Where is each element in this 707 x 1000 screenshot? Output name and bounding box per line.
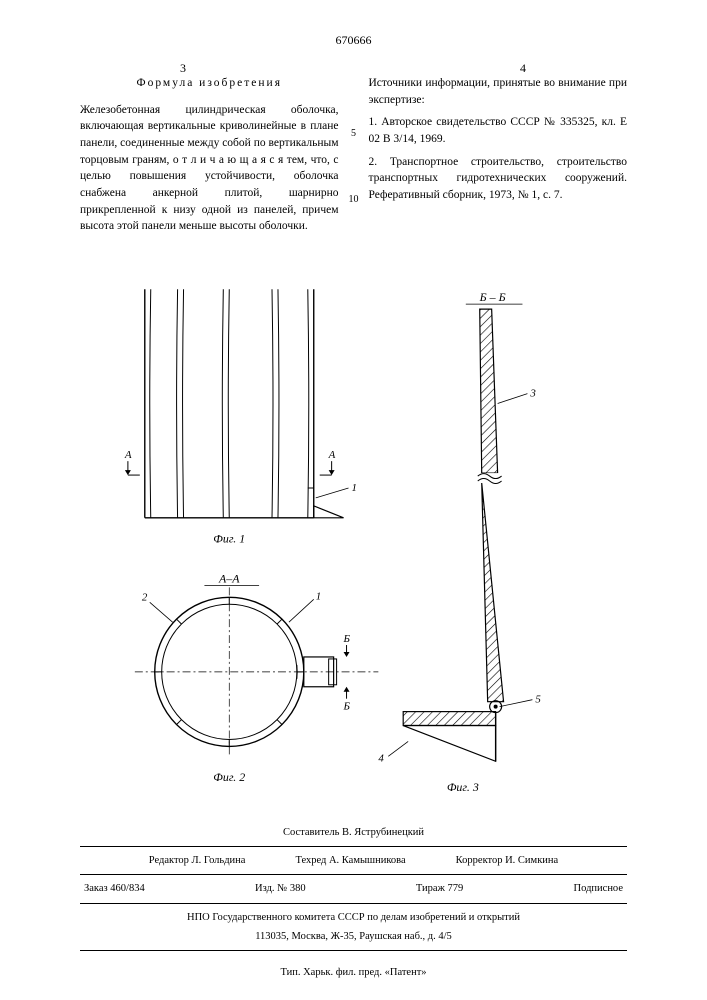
tirage: Тираж 779 [416, 881, 463, 896]
reference-1: 1. Авторское свидетельство СССР № 335325… [369, 114, 628, 147]
editor: Редактор Л. Гольдина [149, 853, 246, 868]
svg-text:4: 4 [378, 752, 384, 764]
svg-text:Фиг. 2: Фиг. 2 [213, 770, 245, 784]
compiler: Составитель В. Яструбинецкий [80, 823, 627, 842]
order-number: Заказ 460/834 [84, 881, 145, 896]
corrector: Корректор И. Симкина [456, 853, 559, 868]
left-column: Формула изобретения Железобетонная цилин… [80, 75, 339, 241]
svg-text:1: 1 [316, 590, 321, 602]
sources-heading: Источники информации, принятые во вниман… [369, 75, 628, 108]
svg-text:Б: Б [343, 633, 351, 645]
fig3: Б – Б [378, 290, 541, 794]
footer: Составитель В. Яструбинецкий Редактор Л.… [80, 823, 627, 955]
svg-text:Фиг. 3: Фиг. 3 [447, 780, 479, 794]
svg-text:Фиг. 1: Фиг. 1 [213, 532, 245, 546]
svg-text:Б: Б [343, 701, 351, 713]
printer-line: Тип. Харьк. фил. пред. «Патент» [0, 965, 707, 980]
svg-text:А–А: А–А [218, 571, 240, 585]
tech-editor: Техред А. Камышникова [295, 853, 405, 868]
fig1: А А 1 Фиг. 1 [124, 289, 357, 545]
reference-2: 2. Транспортное строительство, строитель… [369, 154, 628, 204]
svg-text:А: А [328, 449, 336, 461]
org-line2: 113035, Москва, Ж-35, Раушская наб., д. … [80, 927, 627, 946]
svg-text:1: 1 [352, 482, 357, 494]
formula-heading: Формула изобретения [80, 75, 339, 92]
line-marker-5: 5 [351, 127, 356, 142]
line-marker-10: 10 [349, 193, 359, 208]
body-text: Формула изобретения Железобетонная цилин… [80, 75, 627, 241]
izd-number: Изд. № 380 [255, 881, 306, 896]
svg-text:А: А [124, 449, 132, 461]
svg-text:5: 5 [535, 694, 541, 706]
org-line1: НПО Государственного комитета СССР по де… [80, 908, 627, 927]
svg-text:2: 2 [142, 591, 148, 603]
fig2: А–А [135, 571, 378, 784]
claim-paragraph: Железобетонная цилиндрическая оболочка, … [80, 102, 339, 235]
right-column: Источники информации, принятые во вниман… [369, 75, 628, 241]
svg-text:Б – Б: Б – Б [479, 290, 506, 304]
doc-number: 670666 [336, 32, 372, 49]
figures: А А 1 Фиг. 1 А–А [110, 280, 597, 855]
svg-text:3: 3 [529, 388, 536, 400]
subscribe: Подписное [574, 881, 623, 896]
figures-svg: А А 1 Фиг. 1 А–А [110, 280, 597, 855]
